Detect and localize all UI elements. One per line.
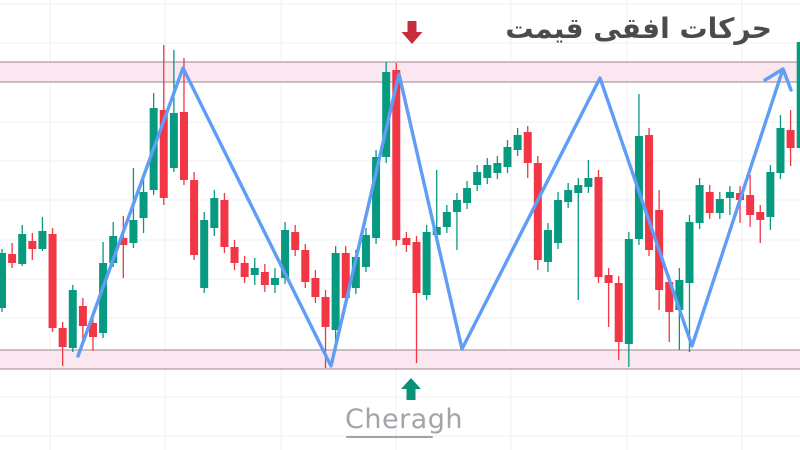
support-zone xyxy=(0,349,800,370)
zigzag-line xyxy=(76,66,785,368)
watermark-text: Cheragh xyxy=(345,404,463,438)
down-arrow-icon xyxy=(401,21,423,44)
zigzag-arrowhead xyxy=(763,67,793,92)
chart-title: حرکات افقی قیمت xyxy=(505,12,772,45)
up-arrow-icon xyxy=(401,378,421,400)
watermark-logo: Cheragh xyxy=(345,404,463,438)
